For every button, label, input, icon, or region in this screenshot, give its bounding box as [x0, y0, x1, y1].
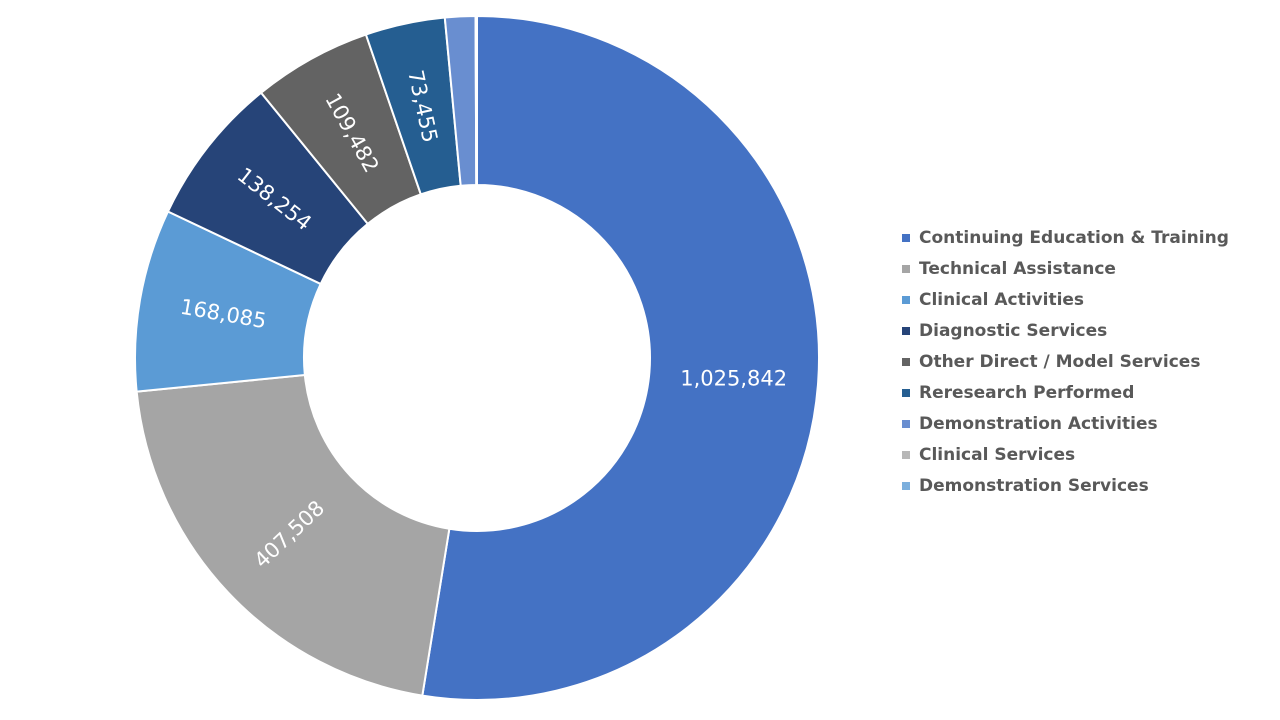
- legend-label: Other Direct / Model Services: [919, 351, 1201, 372]
- legend-swatch: [902, 295, 910, 304]
- legend-item-reresearch-performed: Reresearch Performed: [902, 377, 1262, 408]
- legend-swatch: [902, 481, 910, 490]
- chart-slices: [134, 14, 820, 701]
- data-label-continuing-education-and-training: 1,025,842: [680, 367, 787, 391]
- legend-swatch: [902, 450, 910, 459]
- legend-swatch: [902, 357, 910, 366]
- legend-item-continuing-education-and-training: Continuing Education & Training: [902, 222, 1262, 253]
- legend-item-demonstration-activities: Demonstration Activities: [902, 408, 1262, 439]
- legend-item-technical-assistance: Technical Assistance: [902, 253, 1262, 284]
- legend-label: Diagnostic Services: [919, 320, 1108, 341]
- legend-label: Reresearch Performed: [919, 382, 1135, 403]
- legend-item-diagnostic-services: Diagnostic Services: [902, 315, 1262, 346]
- chart-legend: Continuing Education & Training Technical…: [902, 222, 1262, 501]
- legend-swatch: [902, 419, 910, 428]
- legend-swatch: [902, 388, 910, 397]
- slice-technical-assistance: [135, 373, 451, 697]
- legend-label: Demonstration Services: [919, 475, 1149, 496]
- legend-swatch: [902, 233, 910, 242]
- legend-item-other-direct-model-services: Other Direct / Model Services: [902, 346, 1262, 377]
- legend-label: Clinical Activities: [919, 289, 1085, 310]
- slice-continuing-education-and-training: [421, 14, 820, 701]
- legend-swatch: [902, 264, 910, 273]
- legend-label: Clinical Services: [919, 444, 1076, 465]
- legend-label: Technical Assistance: [919, 258, 1116, 279]
- legend-swatch: [902, 326, 910, 335]
- legend-label: Demonstration Activities: [919, 413, 1158, 434]
- legend-label: Continuing Education & Training: [919, 227, 1229, 248]
- legend-item-clinical-activities: Clinical Activities: [902, 284, 1262, 315]
- legend-item-clinical-services: Clinical Services: [902, 439, 1262, 470]
- legend-item-demonstration-services: Demonstration Services: [902, 470, 1262, 501]
